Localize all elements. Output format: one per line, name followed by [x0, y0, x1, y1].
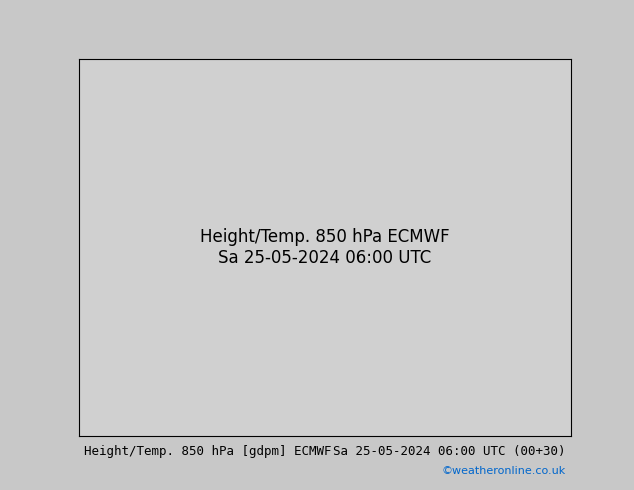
Text: Sa 25-05-2024 06:00 UTC (00+30): Sa 25-05-2024 06:00 UTC (00+30) [333, 445, 566, 458]
Text: Height/Temp. 850 hPa ECMWF
Sa 25-05-2024 06:00 UTC: Height/Temp. 850 hPa ECMWF Sa 25-05-2024… [200, 228, 450, 267]
Text: ©weatheronline.co.uk: ©weatheronline.co.uk [441, 466, 566, 476]
Text: Height/Temp. 850 hPa [gdpm] ECMWF: Height/Temp. 850 hPa [gdpm] ECMWF [84, 445, 332, 458]
